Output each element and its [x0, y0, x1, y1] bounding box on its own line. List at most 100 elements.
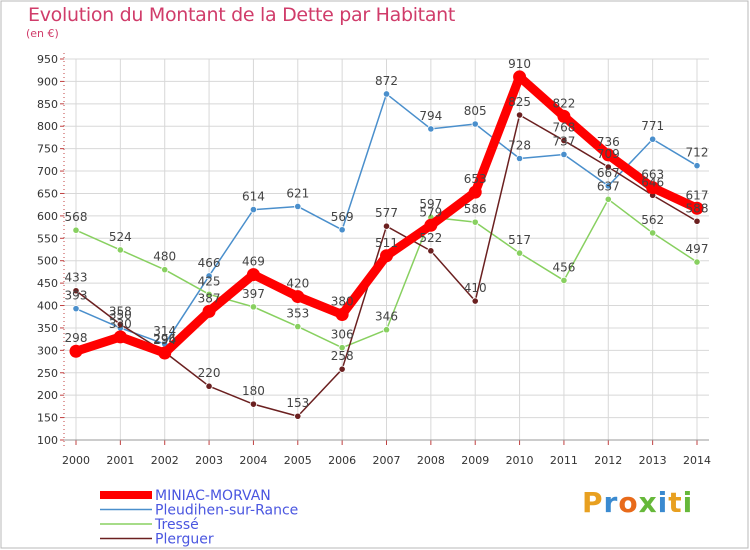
x-tick-label: 2003	[195, 454, 223, 467]
data-point	[294, 412, 302, 420]
legend-label: Plerguer	[155, 532, 214, 548]
data-label: 579	[419, 205, 442, 219]
x-tick-label: 2012	[594, 454, 622, 467]
data-point	[513, 70, 527, 84]
data-label: 768	[552, 121, 575, 135]
data-label: 296	[153, 332, 176, 346]
data-label: 910	[508, 57, 531, 71]
data-point	[604, 195, 612, 203]
data-label: 737	[552, 134, 575, 148]
data-point	[116, 320, 124, 328]
data-label: 569	[331, 210, 354, 224]
x-tick-label: 2013	[639, 454, 667, 467]
data-label: 294	[153, 333, 176, 347]
data-label: 522	[419, 231, 442, 245]
data-point	[515, 111, 524, 119]
data-point	[205, 272, 213, 280]
data-label: 663	[641, 168, 664, 182]
data-label: 314	[153, 324, 176, 338]
x-tick-label: 2005	[284, 454, 312, 467]
data-point	[382, 326, 391, 334]
data-point	[649, 229, 657, 237]
data-point	[249, 400, 258, 408]
data-point	[560, 136, 568, 145]
data-point	[382, 90, 391, 98]
data-point	[205, 382, 213, 390]
data-point	[69, 344, 83, 358]
y-tick-label: 250	[37, 367, 58, 380]
data-point	[471, 297, 479, 305]
data-point	[249, 206, 258, 214]
data-label: 350	[109, 308, 132, 322]
y-tick-label: 900	[37, 75, 58, 88]
y-tick-label: 500	[37, 255, 58, 268]
legend-label: Tressé	[154, 517, 199, 533]
data-point	[291, 290, 305, 304]
data-point	[161, 266, 169, 274]
data-point	[113, 330, 127, 344]
x-tick-label: 2002	[151, 454, 179, 467]
data-label: 568	[65, 210, 88, 224]
data-point	[471, 218, 479, 226]
data-point	[72, 305, 80, 313]
data-label: 456	[552, 260, 575, 274]
data-label: 617	[686, 188, 709, 202]
x-tick-label: 2011	[550, 454, 578, 467]
data-point	[424, 218, 438, 232]
data-label: 425	[198, 274, 221, 288]
data-label: 497	[686, 242, 709, 256]
data-label: 805	[464, 104, 487, 118]
data-point	[601, 148, 615, 162]
data-point	[560, 276, 568, 285]
y-tick-label: 200	[37, 389, 58, 402]
data-label: 466	[198, 256, 221, 270]
data-label: 597	[419, 197, 442, 211]
data-label: 517	[508, 233, 531, 247]
data-label: 822	[552, 96, 575, 110]
y-tick-label: 150	[37, 412, 58, 425]
data-label: 258	[331, 349, 354, 363]
data-label: 637	[597, 179, 620, 193]
data-label: 480	[153, 250, 176, 264]
x-tick-label: 2008	[417, 454, 445, 467]
y-tick-label: 950	[37, 53, 58, 66]
data-label: 794	[419, 109, 442, 123]
data-label: 433	[65, 271, 88, 285]
data-point	[690, 201, 704, 215]
data-point	[72, 226, 80, 234]
data-point	[338, 226, 346, 234]
data-label: 621	[286, 186, 309, 200]
data-point	[649, 135, 657, 143]
chart-unit: (en €)	[26, 27, 59, 40]
data-point	[693, 217, 701, 225]
data-label: 220	[198, 366, 221, 380]
x-tick-label: 2000	[62, 454, 90, 467]
y-tick-label: 800	[37, 120, 58, 133]
x-tick-label: 2004	[239, 454, 267, 467]
data-point	[294, 202, 302, 211]
x-tick-label: 2010	[506, 454, 534, 467]
y-tick-label: 850	[37, 98, 58, 111]
y-tick-label: 550	[37, 232, 58, 245]
data-label: 306	[331, 328, 354, 342]
data-point	[515, 154, 524, 163]
data-label: 588	[686, 201, 709, 215]
data-point	[380, 249, 393, 263]
data-point	[471, 120, 479, 128]
data-label: 153	[286, 396, 309, 410]
data-point	[205, 290, 213, 298]
y-tick-label: 650	[37, 187, 58, 200]
data-point	[249, 303, 258, 311]
data-label: 667	[597, 166, 620, 180]
data-label: 330	[109, 317, 132, 331]
data-label: 614	[242, 190, 265, 204]
data-point	[427, 247, 435, 255]
data-point	[604, 182, 612, 190]
data-point	[294, 322, 302, 331]
x-tick-label: 2001	[106, 454, 134, 467]
data-label: 728	[508, 139, 531, 153]
data-label: 397	[242, 287, 265, 301]
data-point	[335, 307, 349, 321]
y-tick-label: 300	[37, 344, 58, 357]
